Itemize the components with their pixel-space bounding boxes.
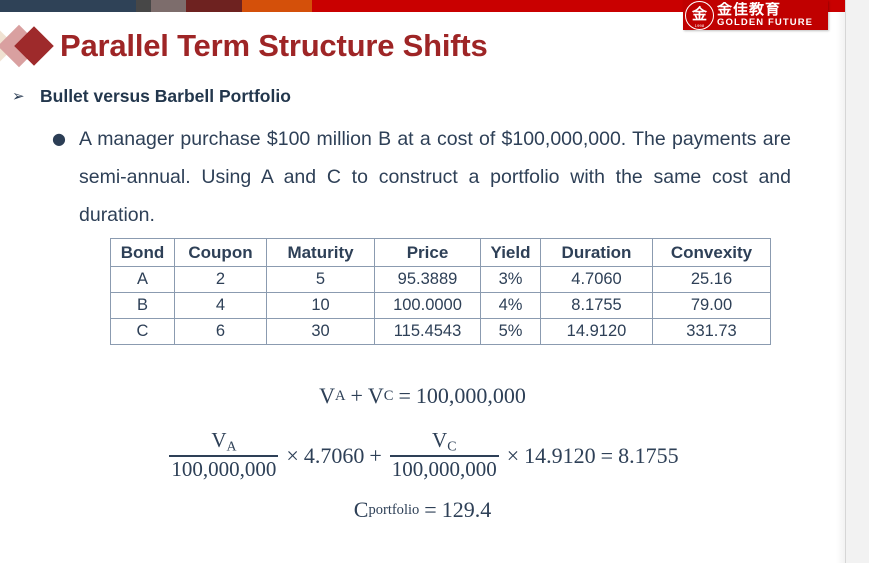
eq2-v-c: V bbox=[432, 428, 448, 452]
eq2-fraction-a: VA 100,000,000 bbox=[169, 429, 279, 481]
brand-logo: 金 1998 金佳教育 GOLDEN FUTURE bbox=[683, 0, 828, 30]
eq1-v-c: V bbox=[367, 383, 384, 408]
eq2-sub-c: C bbox=[447, 438, 457, 454]
cell-yield: 5% bbox=[480, 318, 541, 345]
eq1-total: 100,000,000 bbox=[415, 383, 526, 408]
page-right-margin bbox=[845, 0, 869, 563]
eq2-fraction-c: VC 100,000,000 bbox=[389, 429, 499, 481]
table-header-maturity: Maturity bbox=[266, 238, 375, 267]
eq1-v-a: V bbox=[319, 383, 335, 408]
cell-coupon: 4 bbox=[174, 292, 267, 319]
table-header-yield: Yield bbox=[480, 238, 541, 267]
cell-convexity: 331.73 bbox=[652, 318, 771, 345]
cell-bond: B bbox=[110, 292, 175, 319]
cell-maturity: 5 bbox=[266, 266, 375, 293]
eq2-times-c: × bbox=[506, 442, 520, 468]
title-row: Parallel Term Structure Shifts bbox=[0, 22, 488, 70]
cell-yield: 3% bbox=[480, 266, 541, 293]
cell-duration: 4.7060 bbox=[540, 266, 653, 293]
cell-duration: 8.1755 bbox=[540, 292, 653, 319]
eq2-frac-a-numerator: VA bbox=[207, 429, 240, 454]
table-row: A 2 5 95.3889 3% 4.7060 25.16 bbox=[110, 266, 771, 293]
eq2-duration-a: 4.7060 bbox=[303, 442, 365, 468]
topbar-segment-darkred bbox=[186, 0, 242, 12]
cell-bond: A bbox=[110, 266, 175, 293]
table-header-coupon: Coupon bbox=[174, 238, 267, 267]
bullet-level1-label: Bullet versus Barbell Portfolio bbox=[40, 86, 291, 106]
table-header-row: Bond Coupon Maturity Price Yield Duratio… bbox=[110, 238, 771, 267]
cell-maturity: 10 bbox=[266, 292, 375, 319]
cell-coupon: 2 bbox=[174, 266, 267, 293]
eq3-equals: = bbox=[424, 497, 437, 522]
cell-price: 100.0000 bbox=[374, 292, 481, 319]
cell-coupon: 6 bbox=[174, 318, 267, 345]
logo-wordmark: 金佳教育 GOLDEN FUTURE bbox=[717, 2, 813, 28]
eq1-sub-a: A bbox=[334, 387, 346, 404]
cell-maturity: 30 bbox=[266, 318, 375, 345]
topbar-segment-navy bbox=[0, 0, 136, 12]
table-header-bond: Bond bbox=[110, 238, 175, 267]
cell-yield: 4% bbox=[480, 292, 541, 319]
dot-bullet-icon: ● bbox=[52, 129, 66, 148]
seal-icon: 金 1998 bbox=[685, 0, 714, 30]
eq2-duration-c: 14.9120 bbox=[524, 442, 596, 468]
equation-duration-matching: VA 100,000,000 × 4.7060 + VC 100,000,000 ×… bbox=[0, 428, 845, 482]
eq2-plus: + bbox=[369, 442, 382, 468]
eq2-frac-c-denominator: 100,000,000 bbox=[391, 456, 497, 481]
eq1-expression: V A + V C = 100,000,000 bbox=[319, 383, 526, 409]
table-row: B 4 10 100.0000 4% 8.1755 79.00 bbox=[110, 292, 771, 319]
seal-glyph: 金 bbox=[691, 5, 707, 24]
bullet-level2-paragraph: A manager purchase $100 million B at a c… bbox=[79, 128, 791, 226]
eq2-frac-c-numerator: VC bbox=[428, 429, 460, 454]
eq2-equals: = bbox=[600, 442, 614, 468]
diamond-bullet-icon bbox=[0, 22, 60, 70]
bullet-level1: ➢ Bullet versus Barbell Portfolio bbox=[12, 85, 291, 107]
table-header-price: Price bbox=[374, 238, 481, 267]
eq2-frac-a-denominator: 100,000,000 bbox=[171, 456, 277, 481]
topbar-segment-orange bbox=[242, 0, 312, 12]
page-title: Parallel Term Structure Shifts bbox=[60, 28, 488, 63]
eq1-plus: + bbox=[350, 383, 363, 408]
logo-chinese-name: 金佳教育 bbox=[717, 2, 782, 18]
eq2-result: 8.1755 bbox=[618, 442, 679, 468]
cell-price: 95.3889 bbox=[374, 266, 481, 293]
eq2-sub-a: A bbox=[226, 438, 237, 454]
eq1-sub-c: C bbox=[383, 387, 394, 404]
eq2-frac-a-bar bbox=[169, 455, 279, 457]
bond-table: Bond Coupon Maturity Price Yield Duratio… bbox=[110, 238, 771, 345]
eq2-times-a: × bbox=[286, 442, 299, 468]
cell-bond: C bbox=[110, 318, 175, 345]
eq3-c-symbol: C bbox=[353, 497, 369, 522]
table-header-convexity: Convexity bbox=[652, 238, 771, 267]
eq3-value: 129.4 bbox=[441, 497, 492, 522]
eq2-frac-c-bar bbox=[389, 455, 499, 457]
eq2-v-a: V bbox=[211, 428, 227, 452]
page-edge-shadow bbox=[836, 12, 845, 563]
topbar-segment-charcoal bbox=[136, 0, 151, 12]
table-header-duration: Duration bbox=[540, 238, 653, 267]
cell-convexity: 79.00 bbox=[652, 292, 771, 319]
cell-convexity: 25.16 bbox=[652, 266, 771, 293]
equation-value-constraint: V A + V C = 100,000,000 bbox=[0, 383, 845, 409]
topbar-segment-taupe bbox=[151, 0, 186, 12]
seal-ring-text: 1998 bbox=[694, 23, 705, 28]
eq1-equals: = bbox=[398, 383, 411, 408]
bullet-level2: ● A manager purchase $100 million B at a… bbox=[52, 120, 842, 234]
arrow-bullet-icon: ➢ bbox=[12, 87, 25, 105]
logo-english-name: GOLDEN FUTURE bbox=[717, 17, 814, 29]
eq3-subscript: portfolio bbox=[368, 501, 420, 518]
eq2-expression: VA 100,000,000 × 4.7060 + VC 100,000,000 ×… bbox=[166, 429, 679, 482]
table-row: C 6 30 115.4543 5% 14.9120 331.73 bbox=[110, 318, 771, 345]
cell-duration: 14.9120 bbox=[540, 318, 653, 345]
cell-price: 115.4543 bbox=[374, 318, 481, 345]
